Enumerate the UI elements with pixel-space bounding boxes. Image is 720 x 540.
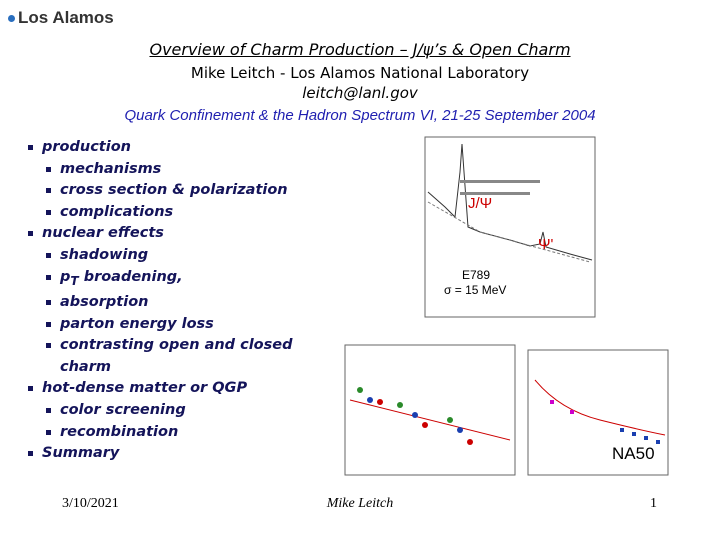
spectrum-figure (424, 136, 596, 318)
sub-bullet-text: complications (60, 203, 174, 220)
plot-frame (344, 344, 516, 476)
absorption-curve (534, 379, 666, 436)
resolution-label: σ = 15 MeV (444, 283, 507, 297)
sub-bullet-text: color screening (60, 402, 186, 419)
sub-bullet-text: recombination (60, 423, 179, 440)
sub-bullet: parton energy loss (24, 314, 324, 336)
bullet-marker (46, 343, 51, 349)
author: Mike Leitch - Los Alamos National Labora… (190, 64, 530, 82)
na50-label: NA50 (612, 444, 655, 464)
footer-author: Mike Leitch (326, 496, 394, 511)
sub-bullet-text: p (60, 268, 71, 285)
bullet-marker (46, 429, 51, 435)
bullet-marker (46, 321, 51, 327)
bullet-marker (28, 386, 33, 392)
sub-bullet: absorption (24, 292, 324, 314)
psiprime-label: Ψ' (538, 236, 554, 253)
footer-date: 3/10/2021 (62, 496, 119, 511)
page-number: 1 (650, 496, 657, 511)
bullet-marker (46, 188, 51, 194)
logo: Los Alamos (8, 8, 114, 28)
bullet-marker (46, 166, 51, 172)
experiment-label: E789 (462, 268, 491, 282)
jpsi-label: J/Ψ (468, 195, 493, 212)
subscript: T (70, 273, 79, 288)
ratio-figure (344, 344, 516, 476)
bullet-text: production (42, 139, 131, 155)
bullet-marker (28, 145, 33, 150)
bullet-list: production mechanisms cross section & pola… (24, 137, 324, 465)
plot-frame (424, 136, 596, 318)
bullet: Summary (24, 443, 324, 465)
conference: Quark Confinement & the Hadron Spectrum … (124, 107, 596, 124)
sub-bullet-text: absorption (60, 294, 149, 311)
bullet: hot-dense matter or QGP (24, 378, 324, 400)
sub-bullet-text: mechanisms (60, 160, 162, 177)
sub-bullet-text: shadowing (60, 246, 149, 263)
sub-bullet: recombination (24, 422, 324, 444)
sub-bullet-text: broadening, (78, 268, 183, 285)
sub-bullet-text: parton energy loss (60, 315, 214, 332)
bullet-marker (46, 274, 51, 280)
sub-bullet: mechanisms (24, 159, 324, 181)
sub-bullet: shadowing (24, 245, 324, 267)
bullet: production (24, 137, 324, 159)
sub-bullet: complications (24, 202, 324, 224)
bullet-text: Summary (42, 445, 120, 462)
sub-bullet: pT broadening, (24, 267, 324, 292)
bullet: nuclear effects (24, 223, 324, 245)
bullet-marker (46, 300, 51, 306)
bullet-marker (46, 252, 51, 258)
bullet-marker (28, 451, 33, 457)
email: leitch@lanl.gov (302, 84, 418, 102)
bullet-text: nuclear effects (42, 225, 164, 242)
bullet-marker (28, 231, 33, 237)
logo-text: Los Alamos (18, 8, 114, 27)
bullet-text: hot-dense matter or QGP (42, 380, 248, 397)
sub-bullet: contrasting open and closed charm (24, 335, 324, 378)
sub-bullet: cross section & polarization (24, 180, 324, 202)
background-curve (427, 201, 591, 263)
title: Overview of Charm Production – J/ψ’s & O… (149, 40, 571, 59)
sub-bullet-text: cross section & polarization (60, 182, 288, 199)
sub-bullet: color screening (24, 400, 324, 422)
bullet-marker (46, 408, 51, 414)
sub-bullet-text: contrasting open and closed charm (60, 337, 293, 375)
bullet-marker (46, 209, 51, 215)
